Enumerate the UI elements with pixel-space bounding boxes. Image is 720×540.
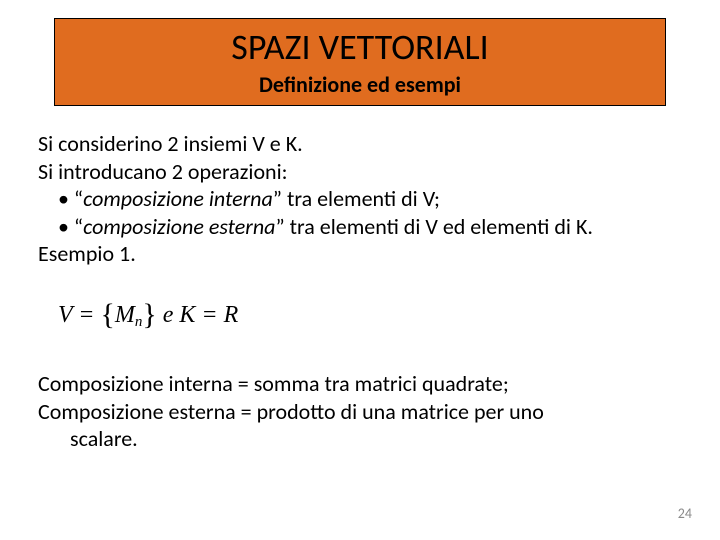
bullet-italic: composizione esterna [83, 213, 275, 240]
formula-K: K [179, 302, 195, 328]
text-line-indent: scalare. [38, 425, 682, 453]
text-line: Si considerino 2 insiemi V e K. [38, 130, 682, 158]
bullet-prefix: • “ [58, 185, 83, 212]
bullet-suffix: ” tra elementi di V; [273, 185, 440, 212]
header-box: SPAZI VETTORIALI Definizione ed esempi [54, 18, 666, 106]
example-label: Esempio 1. [38, 240, 682, 268]
page-number: 24 [678, 505, 692, 522]
text-line: Composizione esterna = prodotto di una m… [38, 398, 682, 426]
slide-subtitle: Definizione ed esempi [55, 71, 665, 98]
formula-rbrace: } [142, 298, 156, 331]
content-block-2: Composizione interna = somma tra matrici… [38, 370, 682, 453]
bullet-italic: composizione interna [83, 185, 273, 212]
formula-e: e [157, 302, 180, 328]
text-line: Si introducano 2 operazioni: [38, 158, 682, 186]
content-block-1: Si considerino 2 insiemi V e K. Si intro… [38, 130, 682, 268]
formula-eq: = [72, 302, 100, 328]
formula-eq2: = [195, 302, 223, 328]
bullet-item: • “composizione interna” tra elementi di… [38, 185, 682, 213]
formula-M: M [115, 302, 135, 328]
bullet-suffix: ” tra elementi di V ed elementi di K. [275, 213, 592, 240]
slide-title: SPAZI VETTORIALI [55, 19, 665, 69]
formula-R: R [224, 302, 239, 328]
formula-V: V [58, 302, 72, 328]
formula-lbrace: { [100, 298, 114, 331]
bullet-item: • “composizione esterna” tra elementi di… [38, 213, 682, 241]
text-line: Composizione interna = somma tra matrici… [38, 370, 682, 398]
bullet-prefix: • “ [58, 213, 83, 240]
math-formula: V = {Mn} e K = R [58, 298, 238, 332]
